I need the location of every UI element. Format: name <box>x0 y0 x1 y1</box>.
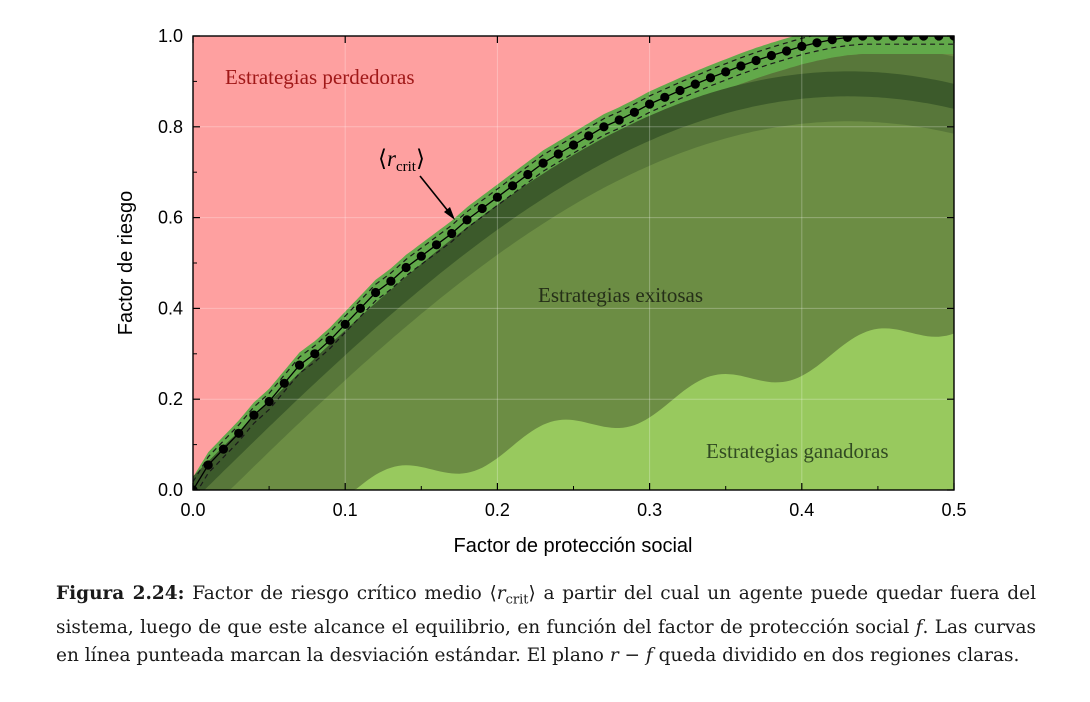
chart: 0.0 0.1 0.2 0.3 0.4 0.5 0.0 0.2 0.4 0.6 0.8 1.0 Fa… <box>115 26 967 557</box>
y-tick-labels: 0.0 0.2 0.4 0.6 0.8 1.0 <box>158 26 183 500</box>
rcrit-point <box>903 36 913 41</box>
rcrit-point <box>858 36 868 41</box>
rcrit-point <box>782 46 792 56</box>
rcrit-point <box>355 303 365 313</box>
losing-label: Estrategias perdedoras <box>225 65 415 89</box>
axis-ticks <box>192 35 955 491</box>
rcrit-point <box>614 115 624 125</box>
y-tick-label: 0.0 <box>158 480 183 500</box>
rcrit-point <box>797 41 807 52</box>
y-axis-label: Factor de riesgo <box>115 191 137 336</box>
rcrit-point <box>203 460 213 470</box>
rcrit-point <box>447 228 457 239</box>
rcrit-point <box>584 131 594 141</box>
x-axis-label: Factor de protección social <box>453 535 692 557</box>
rcrit-point <box>690 79 700 89</box>
rcrit-point <box>919 36 929 41</box>
rcrit-arrow <box>419 175 455 220</box>
rcrit-point <box>721 67 731 77</box>
y-tick-label: 0.8 <box>158 117 183 137</box>
rcrit-point <box>371 287 381 298</box>
successful-region <box>193 54 954 490</box>
core-band <box>193 71 954 490</box>
caption-label: Figura 2.24: <box>56 583 185 604</box>
rcrit-point <box>193 485 198 490</box>
rcrit-point <box>416 251 426 261</box>
x-tick-labels: 0.0 0.1 0.2 0.3 0.4 0.5 <box>180 500 966 520</box>
rcrit-point <box>386 276 396 286</box>
rcrit-point <box>477 203 487 214</box>
rcrit-point <box>934 36 944 41</box>
rcrit-markers <box>193 36 954 490</box>
rcrit-point <box>431 240 442 250</box>
rcrit-point <box>705 73 716 83</box>
rcrit-point <box>507 181 518 191</box>
rcrit-point <box>462 215 472 225</box>
rcrit-point <box>736 61 746 71</box>
rcrit-point <box>675 85 685 96</box>
rcrit-point <box>873 36 883 41</box>
rcrit-point <box>812 38 822 48</box>
rcrit-point <box>660 92 670 102</box>
x-tick-label: 0.5 <box>941 500 966 520</box>
rcrit-point <box>294 360 305 370</box>
rcrit-point <box>629 107 640 117</box>
rcrit-point <box>751 55 761 66</box>
rcrit-point <box>827 36 837 45</box>
rcrit-point <box>492 192 502 202</box>
rcrit-point <box>218 444 228 454</box>
x-tick-label: 0.3 <box>637 500 662 520</box>
rcrit-point <box>401 262 411 273</box>
rcrit-point <box>553 149 563 159</box>
winning-label: Estrategias ganadoras <box>706 439 889 463</box>
sd-lower-curve <box>193 43 954 490</box>
rcrit-point <box>538 158 548 168</box>
sd-upper-curve <box>193 36 814 483</box>
figure-caption: Figura 2.24: Factor de riesgo crítico me… <box>56 583 1037 666</box>
rcrit-point <box>645 99 655 109</box>
inner-band <box>193 54 954 490</box>
grid <box>193 36 954 490</box>
successful-label: Estrategias exitosas <box>538 283 703 307</box>
rcrit-point <box>279 378 289 388</box>
rcrit-point <box>234 428 244 438</box>
x-tick-label: 0.0 <box>180 500 205 520</box>
rcrit-point <box>340 319 350 329</box>
rcrit-point <box>264 396 274 407</box>
y-tick-label: 0.6 <box>158 208 183 228</box>
rcrit-point <box>249 410 259 420</box>
y-tick-label: 0.2 <box>158 389 183 409</box>
rcrit-point <box>888 36 898 41</box>
y-tick-label: 0.4 <box>158 298 183 318</box>
rcrit-point <box>949 36 954 41</box>
rcrit-point <box>310 349 320 359</box>
rcrit-point <box>599 122 609 132</box>
rcrit-point <box>523 169 533 180</box>
rcrit-point <box>568 140 579 150</box>
winning-region <box>193 328 954 490</box>
x-tick-label: 0.2 <box>485 500 510 520</box>
rcrit-point <box>842 36 853 42</box>
y-tick-label: 1.0 <box>158 26 183 46</box>
rcrit-point <box>766 50 777 61</box>
rcrit-label: ⟨rcrit⟩ <box>378 146 425 175</box>
x-tick-label: 0.4 <box>789 500 814 520</box>
x-tick-label: 0.1 <box>333 500 358 520</box>
rcrit-point <box>325 335 335 345</box>
